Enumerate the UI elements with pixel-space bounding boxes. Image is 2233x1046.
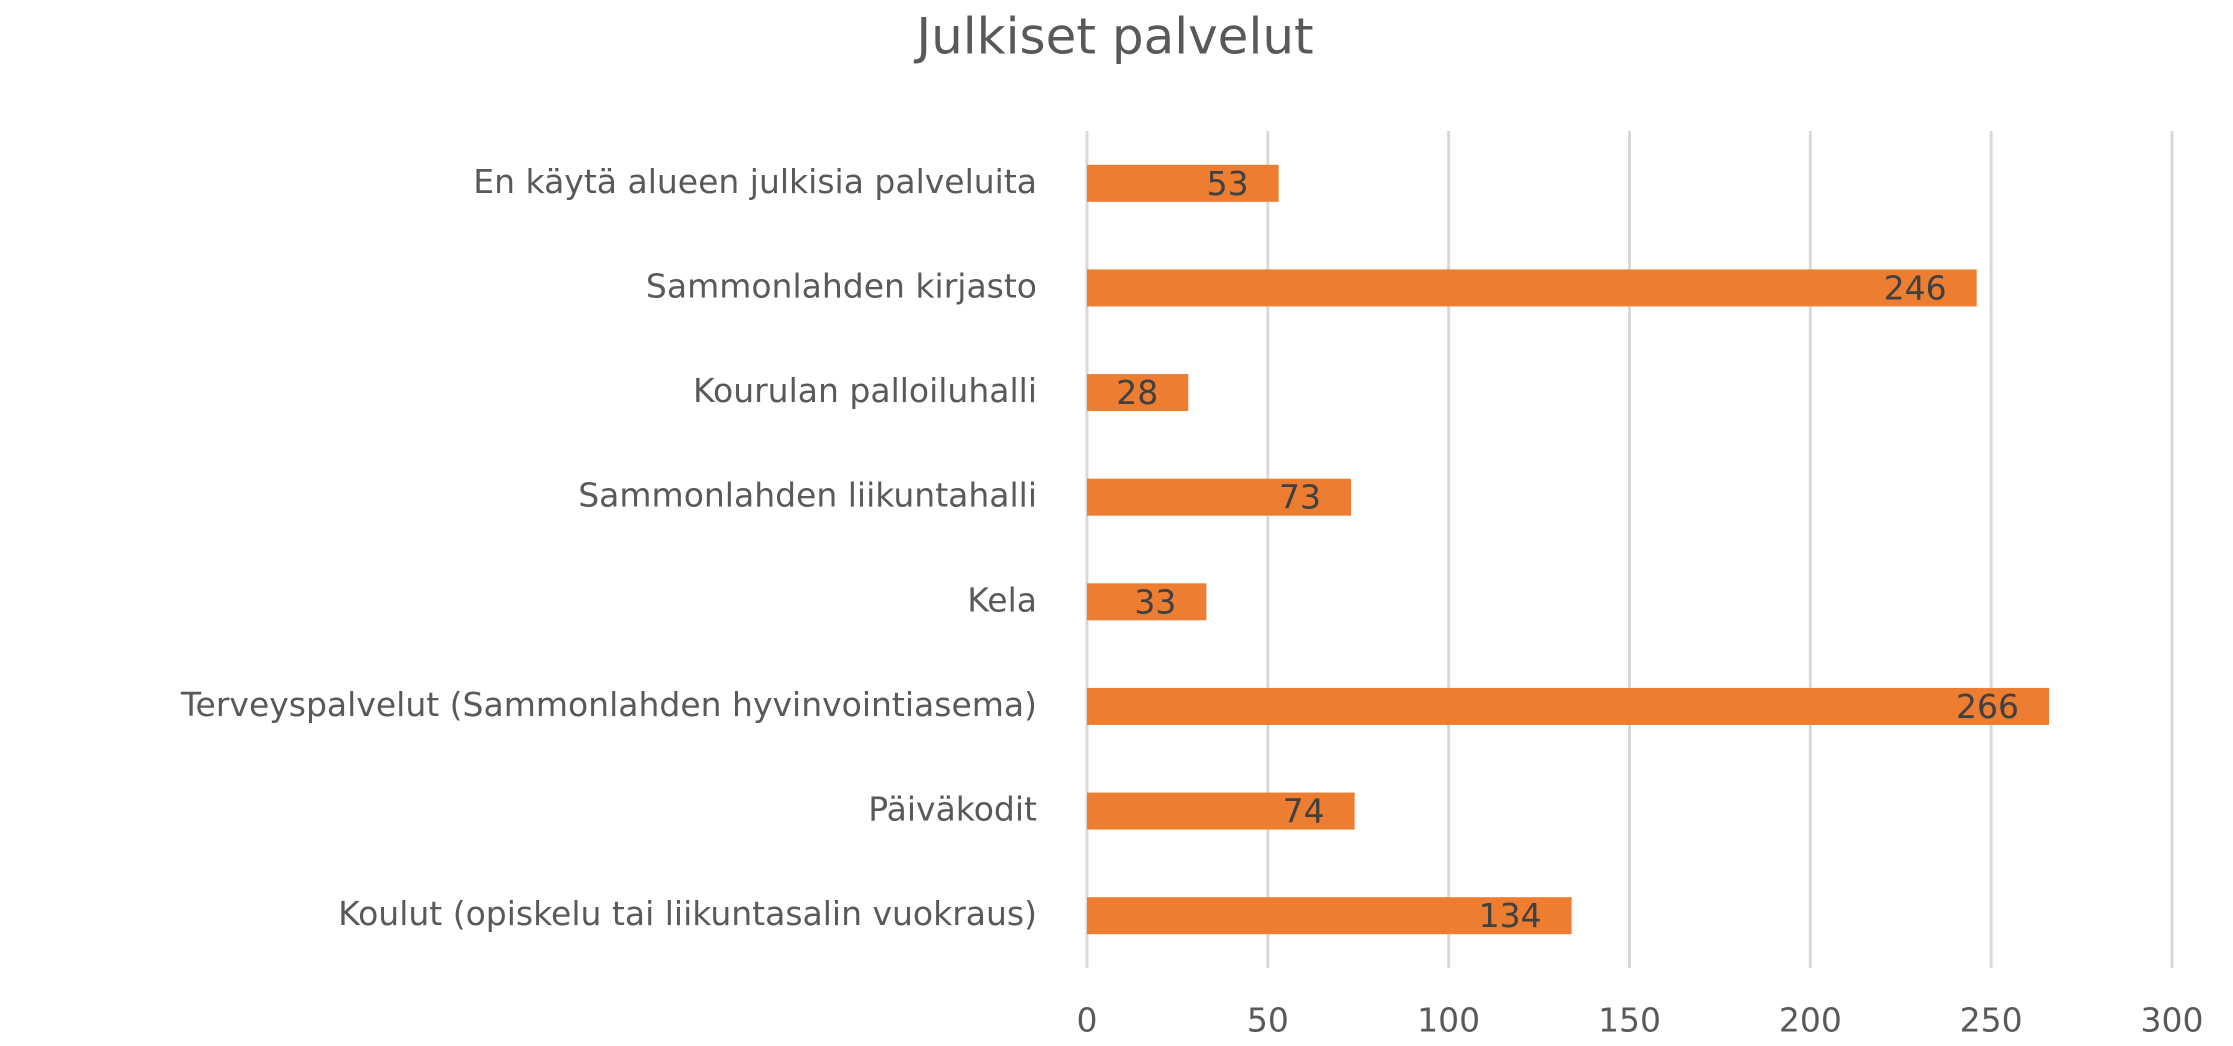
y-tick-label: Sammonlahden liikuntahalli: [578, 476, 1037, 515]
data-label: 33: [1134, 582, 1176, 621]
y-tick-label: Päiväkodit: [868, 790, 1037, 829]
y-tick-label: En käytä alueen julkisia palveluita: [473, 162, 1037, 201]
bar: [1087, 374, 1189, 412]
data-label: 134: [1479, 896, 1542, 935]
bar: [1087, 792, 1355, 830]
data-label: 53: [1207, 164, 1249, 203]
y-tick-label: Koulut (opiskelu tai liikuntasalin vuokr…: [338, 894, 1037, 933]
data-label: 73: [1279, 478, 1321, 517]
bar: [1087, 478, 1352, 516]
y-tick-label: Terveyspalvelut (Sammonlahden hyvinvoint…: [180, 685, 1037, 724]
x-tick-label: 0: [1077, 1001, 1098, 1040]
y-tick-label: Kela: [967, 580, 1037, 619]
x-tick-label: 300: [2141, 1001, 2204, 1040]
bar: [1087, 269, 1977, 307]
bar: [1087, 897, 1572, 935]
chart-title: Julkiset palvelut: [913, 8, 1313, 66]
x-tick-label: 50: [1247, 1001, 1289, 1040]
y-tick-label: Sammonlahden kirjasto: [646, 266, 1037, 305]
data-label: 266: [1956, 687, 2019, 726]
bar: [1087, 583, 1207, 621]
data-label: 246: [1884, 268, 1947, 307]
bar: [1087, 164, 1279, 202]
x-tick-label: 250: [1960, 1001, 2023, 1040]
x-tick-label: 150: [1598, 1001, 1661, 1040]
data-label: 28: [1116, 373, 1158, 412]
x-tick-label: 200: [1779, 1001, 1842, 1040]
data-label: 74: [1283, 792, 1325, 831]
y-tick-label: Kourulan palloiluhalli: [693, 371, 1037, 410]
bar: [1087, 687, 2050, 725]
x-tick-label: 100: [1417, 1001, 1480, 1040]
